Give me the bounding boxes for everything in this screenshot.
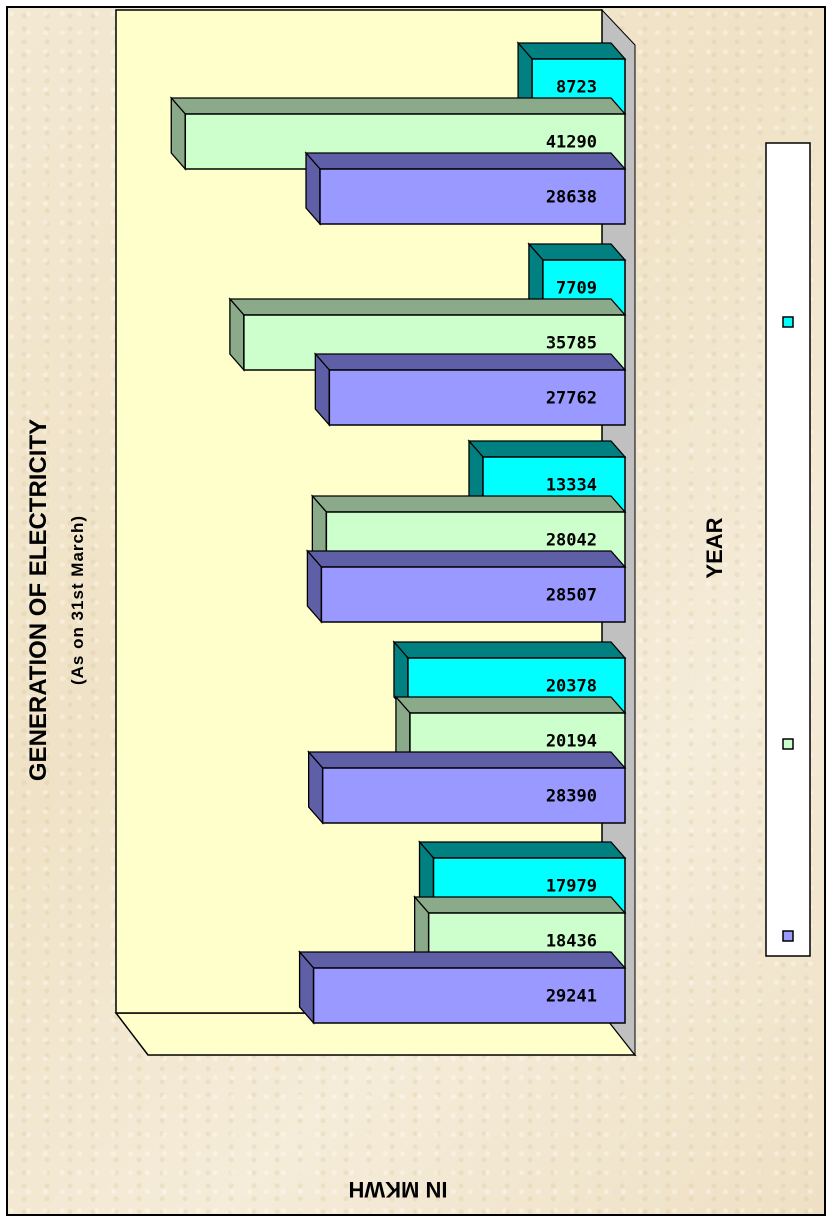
bar-depth-top	[228, 298, 627, 316]
legend-box	[765, 142, 811, 957]
bar-face	[328, 369, 626, 426]
data-label-s0-c4: 28638	[546, 188, 597, 208]
bar-depth-top	[516, 42, 627, 60]
data-label-s0-c3: 27762	[546, 389, 597, 409]
bar-depth-top	[310, 495, 627, 513]
legend-swatch-1	[782, 738, 794, 750]
data-label-s2-c3: 7709	[556, 279, 597, 299]
data-label-s0-c2: 28507	[546, 586, 597, 606]
data-label-s0-c0: 29241	[546, 987, 597, 1007]
data-label-s1-c3: 35785	[546, 334, 597, 354]
bar-depth-top	[313, 353, 627, 371]
bar-s0-c1: 28390	[307, 750, 627, 825]
data-label-s1-c0: 18436	[546, 932, 597, 952]
bar-s0-c0: 29241	[298, 950, 627, 1025]
bar-s0-c3: 27762	[313, 352, 627, 427]
bar-depth-top	[394, 696, 627, 714]
bar-depth-top	[307, 751, 627, 769]
bar-depth-top	[298, 951, 627, 969]
legend	[782, 316, 794, 942]
bar-face	[321, 767, 626, 824]
x-axis-title: YEAR	[702, 517, 727, 578]
bar-face	[320, 566, 626, 623]
data-label-s2-c2: 13334	[546, 476, 597, 496]
data-label-s1-c2: 28042	[546, 531, 597, 551]
data-label-s0-c1: 28390	[546, 787, 597, 807]
y-axis-title: IN MKWH	[349, 1177, 448, 1202]
bar-depth-top	[169, 97, 627, 115]
data-label-s2-c0: 17979	[546, 877, 597, 897]
bar-s1-c3: 35785	[228, 297, 627, 372]
bar-depth-top	[467, 440, 627, 458]
data-label-s1-c4: 41290	[546, 133, 597, 153]
legend-swatch-2	[782, 316, 794, 328]
chart-subtitle: (As on 31st March)	[68, 515, 87, 685]
bar-face	[319, 168, 626, 225]
bar-depth-top	[305, 550, 627, 568]
bar-s0-c4: 28638	[304, 151, 627, 226]
data-label-s2-c4: 8723	[556, 78, 597, 98]
data-label-s1-c1: 20194	[546, 732, 597, 752]
bar-depth-top	[304, 152, 627, 170]
bar-depth-top	[413, 896, 627, 914]
bar-depth-top	[527, 243, 627, 261]
bar-depth-top	[392, 641, 627, 659]
bars-layer: 8723 41290 28638 7709 35785 27762 13334 28042 28…	[169, 41, 627, 1025]
chart-title: GENERATION OF ELECTRICITY	[25, 419, 52, 781]
bar-depth-top	[418, 841, 627, 859]
data-label-s2-c1: 20378	[546, 677, 597, 697]
legend-swatch-0	[782, 930, 794, 942]
bar-s0-c2: 28507	[305, 549, 627, 624]
bar-face	[312, 967, 626, 1024]
